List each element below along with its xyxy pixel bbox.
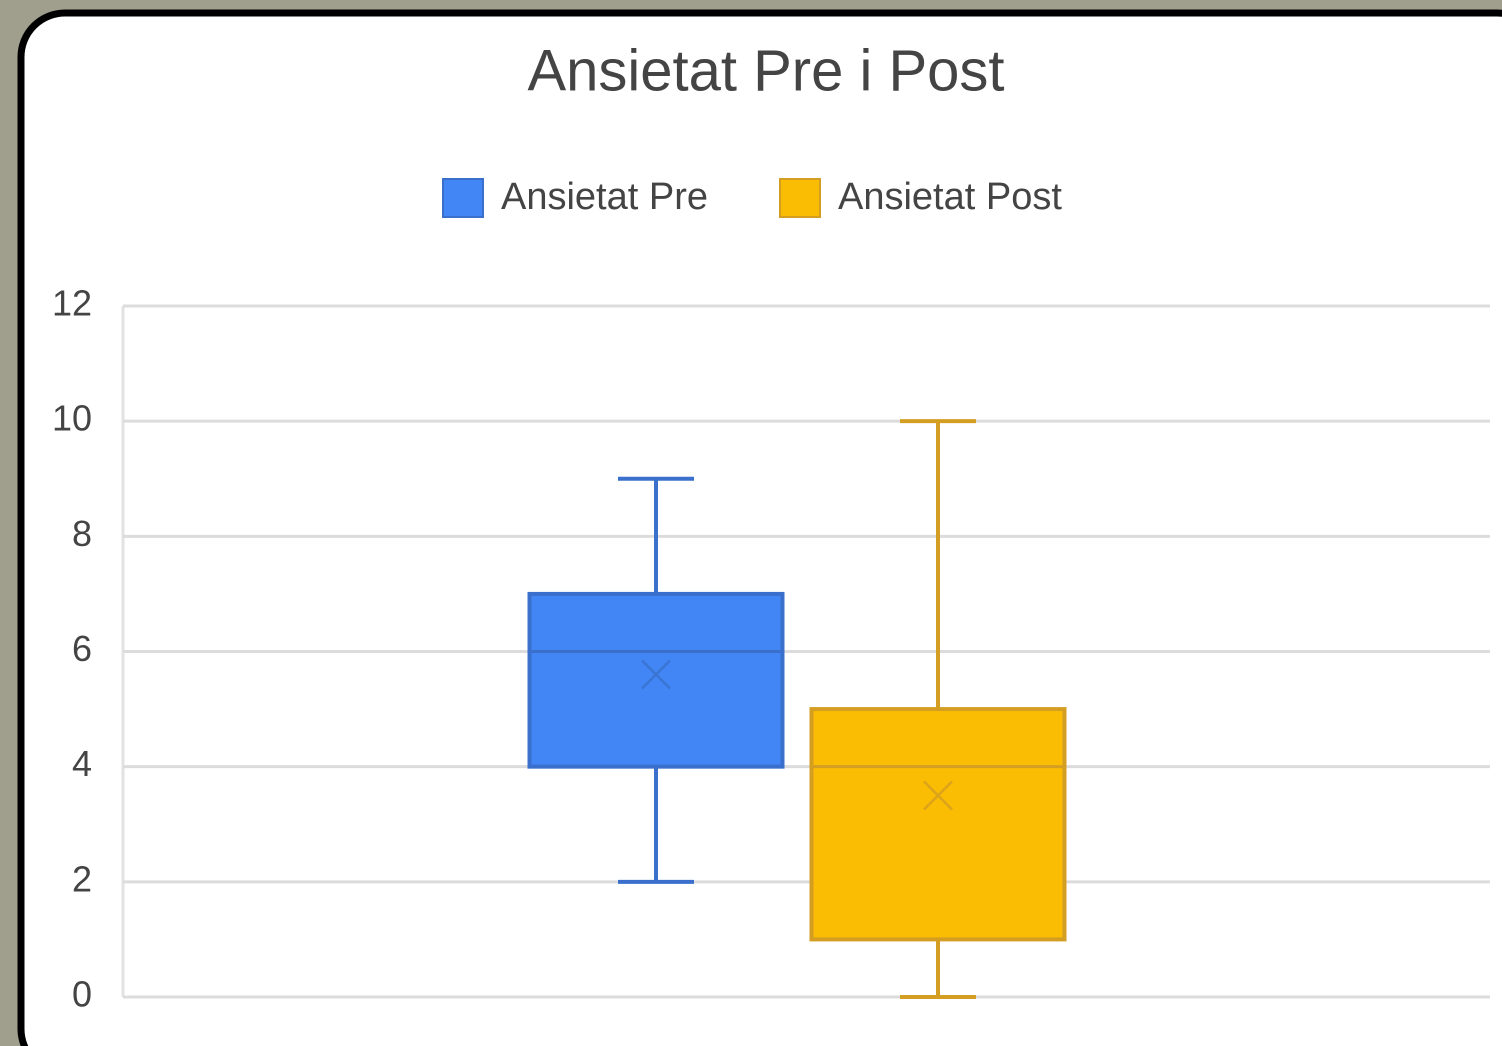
y-tick-label: 10 [52,398,92,439]
y-tick-label: 6 [72,628,92,669]
legend-label: Ansietat Post [838,176,1062,218]
y-tick-label: 4 [72,743,92,784]
y-tick-label: 12 [52,283,92,324]
mean-marker [641,659,671,690]
panel [17,9,1502,1046]
legend-label: Ansietat Pre [501,176,708,218]
y-tick-label: 0 [72,974,92,1015]
legend-swatch [442,178,484,218]
chart-title: Ansietat Pre i Post [527,38,1004,103]
legend-swatch [779,178,821,218]
y-tick-label: 8 [72,513,92,554]
mean-marker [923,780,953,811]
box [527,591,785,769]
box [809,707,1067,942]
y-tick-label: 2 [72,858,92,899]
